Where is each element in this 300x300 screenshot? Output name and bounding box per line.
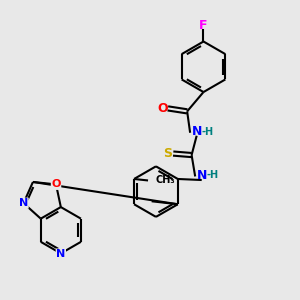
Text: N: N <box>196 169 207 182</box>
Text: O: O <box>51 179 61 189</box>
Text: F: F <box>199 19 208 32</box>
Text: N: N <box>56 249 65 259</box>
Text: CH₃: CH₃ <box>155 176 175 185</box>
Text: N: N <box>19 198 28 208</box>
Text: -H: -H <box>201 127 213 136</box>
Text: O: O <box>157 102 168 115</box>
Text: N: N <box>191 125 202 138</box>
Text: -H: -H <box>206 170 218 180</box>
Text: S: S <box>163 147 172 160</box>
